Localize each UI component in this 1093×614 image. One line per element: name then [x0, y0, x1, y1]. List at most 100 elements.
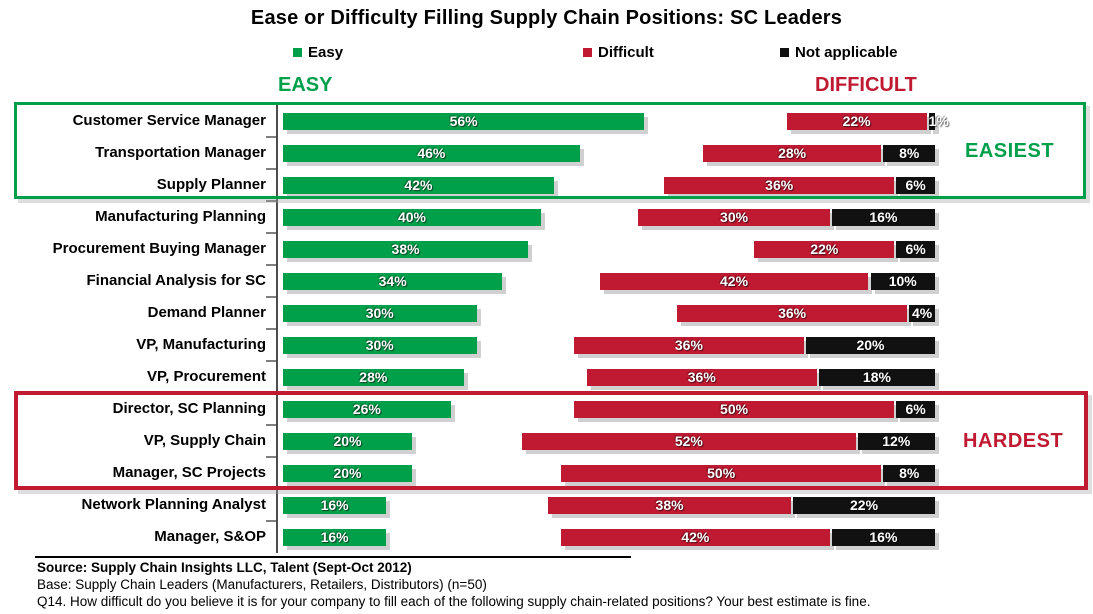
easy-column-header: EASY — [278, 74, 333, 96]
chart-row: VP, Manufacturing 30% 36% 20% — [0, 329, 1093, 361]
easy-bar: 20% — [283, 465, 412, 482]
difficult-bar: 30% — [638, 209, 830, 226]
category-label: Demand Planner — [147, 304, 266, 321]
category-label: Financial Analysis for SC — [86, 272, 267, 289]
difficult-value-label: 42% — [720, 273, 749, 289]
not-applicable-value-label: 10% — [888, 273, 917, 289]
category-label: Manager, SC Projects — [112, 464, 266, 481]
easy-bar: 20% — [283, 433, 412, 450]
chart-row: Network Planning Analyst 16% 38% 22% — [0, 489, 1093, 521]
easy-value-label: 28% — [359, 369, 388, 385]
chart-row: Procurement Buying Manager 38% 22% 6% — [0, 233, 1093, 265]
hardest-highlight-box — [14, 391, 1088, 490]
category-label: Director, SC Planning — [112, 400, 266, 417]
difficult-value-label: 22% — [810, 241, 839, 257]
not-applicable-bar: 6% — [896, 177, 935, 194]
chart-row: VP, Procurement 28% 36% 18% — [0, 361, 1093, 393]
not-applicable-bar: 18% — [818, 369, 935, 386]
not-applicable-bar: 20% — [806, 337, 935, 354]
difficult-bar: 36% — [573, 337, 804, 354]
legend-label-not-applicable: Not applicable — [795, 43, 898, 61]
easy-value-label: 30% — [365, 337, 394, 353]
not-applicable-bar: 12% — [857, 433, 935, 450]
category-label: Manufacturing Planning — [95, 208, 266, 225]
chart-row: Transportation Manager 46% 28% 8% — [0, 137, 1093, 169]
axis-tick — [266, 264, 276, 266]
base-note: Base: Supply Chain Leaders (Manufacturer… — [37, 577, 487, 592]
difficult-value-label: 50% — [720, 401, 749, 417]
not-applicable-value-label: 6% — [905, 177, 926, 193]
not-applicable-value-label: 6% — [905, 241, 926, 257]
not-applicable-bar: 16% — [831, 209, 935, 226]
footer-divider — [35, 556, 631, 558]
easy-bar: 40% — [283, 209, 541, 226]
difficult-value-label: 38% — [655, 497, 684, 513]
difficult-value-label: 28% — [778, 145, 807, 161]
difficult-bar: 52% — [522, 433, 856, 450]
question-note: Q14. How difficult do you believe it is … — [37, 594, 871, 609]
easy-swatch-icon — [293, 47, 302, 57]
not-applicable-swatch-icon — [780, 47, 789, 57]
easy-bar: 16% — [283, 497, 387, 514]
chart-title: Ease or Difficulty Filling Supply Chain … — [250, 7, 843, 29]
axis-tick — [266, 456, 276, 458]
easy-value-label: 30% — [365, 305, 394, 321]
chart-row: Manufacturing Planning 40% 30% 16% — [0, 201, 1093, 233]
legend-item-not-applicable: Not applicable — [780, 43, 898, 61]
easy-bar: 42% — [283, 177, 554, 194]
easy-bar: 30% — [283, 337, 477, 354]
category-label: Manager, S&OP — [154, 528, 266, 545]
difficult-swatch-icon — [583, 47, 592, 57]
category-label: Customer Service Manager — [72, 112, 266, 129]
difficult-value-label: 36% — [765, 177, 794, 193]
difficult-bar: 50% — [560, 465, 882, 482]
axis-tick — [266, 328, 276, 330]
axis-tick — [266, 136, 276, 138]
not-applicable-value-label: 4% — [911, 305, 933, 321]
easy-value-label: 20% — [333, 465, 362, 481]
not-applicable-bar: 4% — [909, 305, 935, 322]
not-applicable-value-label: 8% — [899, 465, 920, 481]
easy-bar: 46% — [283, 145, 580, 162]
difficult-bar: 28% — [702, 145, 882, 162]
axis-tick — [266, 296, 276, 298]
hardest-group-label: HARDEST — [963, 430, 1064, 452]
difficult-bar: 36% — [664, 177, 895, 194]
not-applicable-value-label: 18% — [862, 369, 891, 385]
category-label: Transportation Manager — [95, 144, 266, 161]
easy-value-label: 42% — [404, 177, 433, 193]
category-label: Supply Planner — [156, 176, 266, 193]
not-applicable-value-label: 8% — [899, 145, 920, 161]
easy-value-label: 40% — [397, 209, 427, 225]
category-axis-line — [276, 103, 278, 553]
chart-row: Customer Service Manager 56% 22% 1% — [0, 105, 1093, 137]
difficult-value-label: 42% — [681, 529, 710, 545]
category-label: VP, Supply Chain — [143, 432, 266, 449]
difficult-value-label: 36% — [674, 337, 703, 353]
axis-tick — [266, 520, 276, 522]
difficult-bar: 22% — [786, 113, 927, 130]
not-applicable-bar: 6% — [896, 401, 935, 418]
difficult-bar: 42% — [599, 273, 869, 290]
legend-label-difficult: Difficult — [598, 43, 654, 61]
not-applicable-bar: 10% — [870, 273, 935, 290]
difficult-bar: 36% — [677, 305, 908, 322]
category-label: Network Planning Analyst — [81, 496, 266, 513]
not-applicable-value-label: 16% — [869, 209, 898, 225]
chart-row: Supply Planner 42% 36% 6% — [0, 169, 1093, 201]
not-applicable-bar: 8% — [883, 145, 935, 162]
difficult-value-label: 36% — [778, 305, 807, 321]
difficult-value-label: 36% — [687, 369, 716, 385]
chart-row: VP, Supply Chain 20% 52% 12% — [0, 425, 1093, 457]
chart-row: Director, SC Planning 26% 50% 6% — [0, 393, 1093, 425]
not-applicable-value-label: 6% — [905, 401, 926, 417]
not-applicable-value-label: 12% — [882, 433, 911, 449]
not-applicable-value-label: 22% — [850, 497, 879, 513]
legend-item-easy: Easy — [293, 43, 343, 61]
easiest-highlight-box — [14, 102, 1086, 199]
difficult-column-header: DIFFICULT — [815, 74, 917, 96]
not-applicable-bar: 6% — [896, 241, 935, 258]
easy-value-label: 46% — [417, 145, 446, 161]
easy-bar: 30% — [283, 305, 477, 322]
